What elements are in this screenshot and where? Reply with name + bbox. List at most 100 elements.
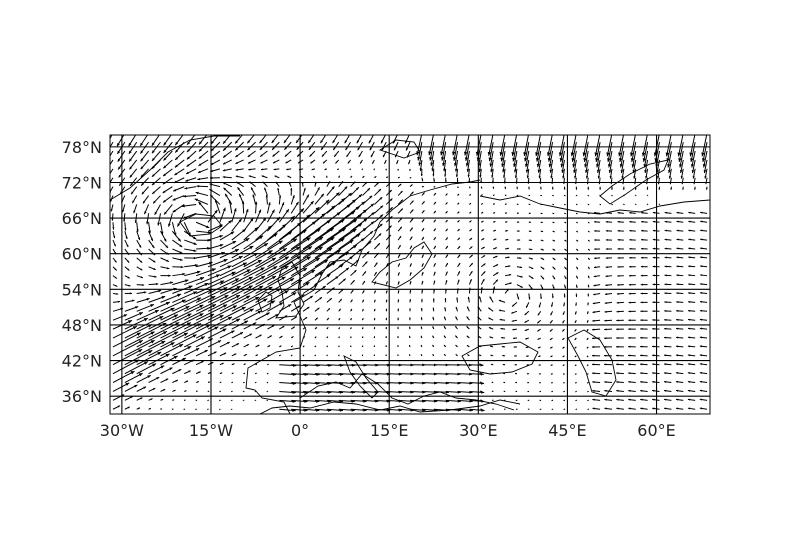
wind-arrow: [687, 380, 696, 384]
wind-arrow: [361, 327, 364, 330]
wind-arrow: [583, 142, 589, 162]
wind-arrow: [574, 168, 577, 179]
wind-arrow: [606, 135, 613, 157]
wind-arrow: [663, 389, 672, 392]
wind-arrow: [160, 299, 186, 312]
wind-arrow: [621, 168, 625, 179]
wind-arrow: [408, 354, 411, 357]
wind-arrow: [599, 194, 602, 197]
wind-arrow: [664, 211, 672, 214]
wind-arrow: [503, 390, 506, 393]
wind-arrow: [112, 348, 143, 366]
wind-arrow: [469, 228, 473, 232]
wind-arrow: [552, 212, 555, 215]
wind-arrow: [418, 150, 423, 166]
wind-arrow: [594, 248, 601, 251]
wind-arrow: [501, 336, 506, 339]
wind-arrow: [278, 202, 285, 214]
wind-arrow: [431, 159, 435, 172]
wind-arrow: [513, 346, 517, 348]
wind-arrow: [374, 196, 383, 205]
wind-arrow: [432, 326, 435, 330]
wind-arrow: [397, 226, 403, 232]
wind-arrow: [160, 239, 169, 249]
wind-arrow: [231, 363, 235, 366]
wind-arrow: [140, 159, 149, 170]
wind-arrow: [338, 345, 340, 348]
wind-arrow: [267, 344, 271, 348]
wind-arrow: [254, 372, 257, 375]
wind-arrow: [260, 159, 268, 164]
wind-arrow: [409, 280, 412, 285]
wind-arrow: [174, 150, 185, 161]
wind-arrow: [338, 192, 352, 205]
wind-arrow: [230, 399, 233, 402]
wind-arrow: [267, 238, 298, 259]
wind-arrow: [525, 159, 530, 173]
wind-arrow: [503, 372, 506, 375]
wind-arrow: [163, 141, 173, 154]
wind-arrow: [622, 194, 625, 197]
wind-arrow: [491, 168, 494, 178]
wind-arrow: [670, 186, 673, 190]
wind-arrow: [576, 230, 579, 233]
wind-arrow: [535, 135, 541, 157]
wind-arrow: [516, 212, 519, 215]
wind-arrow: [445, 237, 449, 241]
wind-arrow: [527, 390, 530, 393]
wind-arrow: [571, 142, 577, 162]
wind-arrow: [136, 340, 166, 357]
wind-arrow: [457, 254, 461, 259]
wind-arrow: [551, 408, 554, 410]
wind-arrow: [663, 354, 672, 357]
wind-arrow: [397, 235, 402, 241]
wind-arrow: [380, 135, 386, 144]
wind-arrow: [195, 360, 204, 366]
wind-arrow: [136, 330, 168, 348]
wind-arrow: [172, 345, 192, 357]
wind-arrow: [207, 381, 211, 384]
wind-arrow: [540, 230, 544, 233]
wind-arrow: [157, 213, 161, 226]
wind-arrow: [207, 351, 217, 357]
wind-arrow: [538, 355, 541, 358]
wind-arrow: [408, 159, 411, 165]
wind-arrow: [560, 150, 565, 168]
latitude-tick-label: 66°N: [62, 209, 102, 228]
wind-arrow: [160, 378, 169, 383]
wind-arrow: [371, 159, 375, 164]
wind-arrow: [171, 230, 182, 242]
wind-arrow: [362, 221, 375, 232]
wind-arrow: [195, 294, 229, 312]
wind-arrow: [641, 247, 648, 250]
wind-arrow: [527, 381, 529, 384]
wind-arrow: [490, 354, 494, 357]
wind-arrow: [605, 211, 613, 214]
wind-arrow: [152, 195, 161, 204]
wind-arrow: [185, 168, 197, 175]
wind-arrow: [538, 302, 542, 308]
wind-arrow: [172, 257, 183, 261]
wind-arrow: [196, 246, 211, 250]
wind-arrow: [361, 354, 364, 357]
wind-arrow: [643, 150, 649, 168]
wind-arrow: [593, 284, 601, 287]
wind-arrow: [469, 211, 472, 214]
wind-arrow: [124, 339, 155, 357]
wind-arrow: [128, 141, 138, 155]
wind-arrow: [154, 204, 161, 215]
wind-arrow: [540, 248, 544, 251]
wind-arrow: [124, 317, 149, 330]
wind-arrow: [504, 273, 512, 277]
wind-arrow: [688, 265, 696, 268]
wind-arrow: [290, 188, 293, 196]
wind-arrow: [664, 292, 672, 295]
wind-arrow: [699, 318, 708, 321]
wind-arrow: [255, 240, 283, 259]
wind-arrow: [587, 257, 591, 261]
wind-arrow: [504, 265, 511, 268]
wind-arrow: [302, 187, 306, 196]
wind-arrow: [664, 345, 672, 348]
wind-arrow: [562, 168, 565, 179]
wind-arrow: [690, 142, 696, 163]
